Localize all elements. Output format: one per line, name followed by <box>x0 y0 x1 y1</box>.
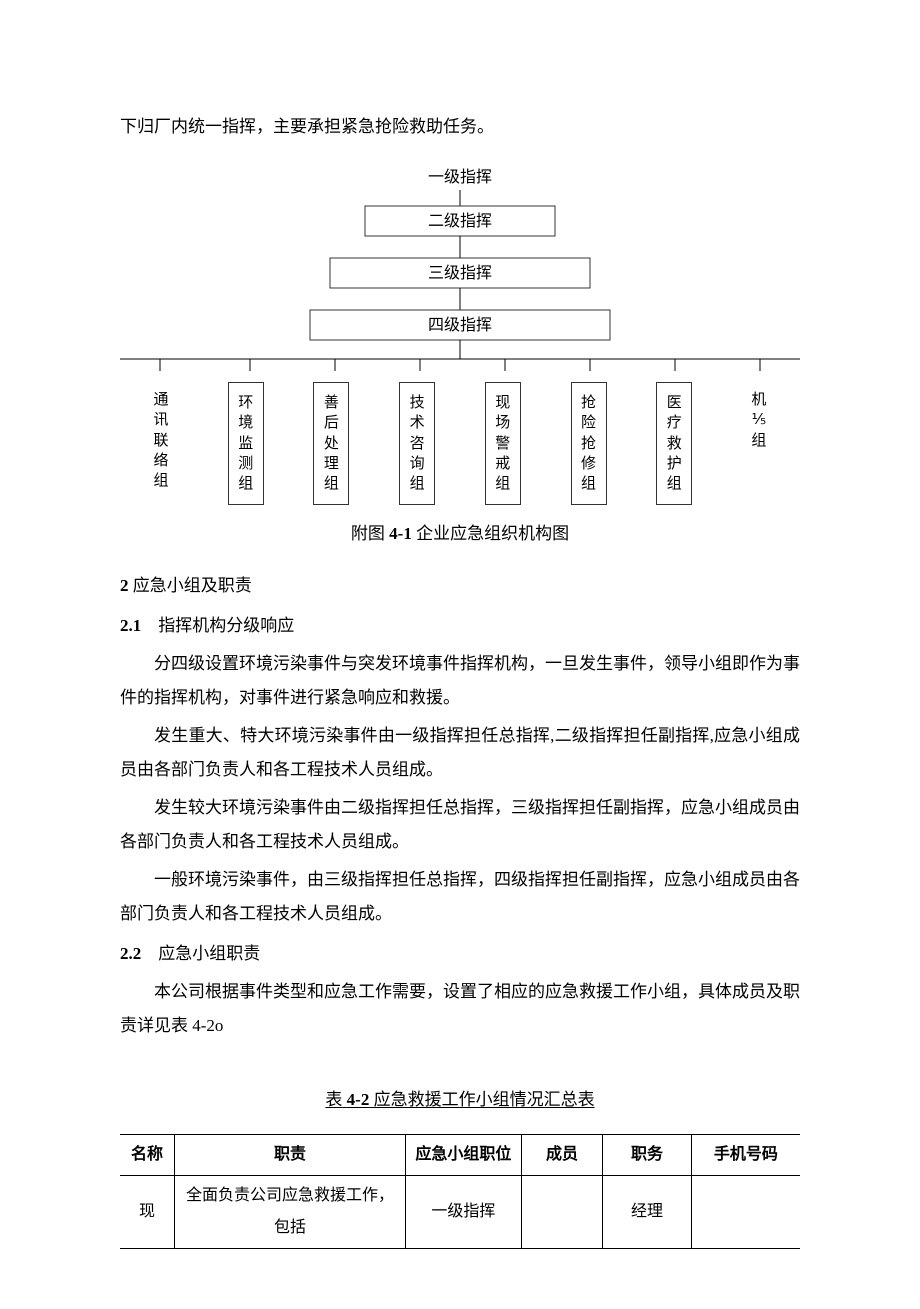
section-2-heading: 2 应急小组及职责 <box>120 569 800 603</box>
section-2-1-number: 2.1 <box>120 616 141 635</box>
level1-label: 一级指挥 <box>428 168 492 186</box>
section-2-1-p1: 分四级设置环境污染事件与突发环境事件指挥机构，一旦发生事件，领导小组即作为事件的… <box>120 647 800 715</box>
table-cell: 全面负责公司应急救援工作，包括 <box>174 1176 405 1249</box>
section-2-1-title: 指挥机构分级响应 <box>158 616 294 635</box>
table-cell <box>521 1176 603 1249</box>
level4-label: 四级指挥 <box>428 316 492 334</box>
table-title-text: 应急救援工作小组情况汇总表 <box>374 1090 595 1109</box>
table-title-prefix: 表 <box>325 1090 342 1109</box>
section-2-2-title: 应急小组职责 <box>158 944 260 963</box>
org-chart-diagram: 一级指挥 二级指挥 三级指挥 四级指挥 <box>120 164 800 505</box>
group-box-3: 现场警戒组 <box>485 382 521 505</box>
caption-prefix: 附图 <box>351 524 385 543</box>
level2-label: 二级指挥 <box>428 212 492 230</box>
section-2-1-p4: 一般环境污染事件，由三级指挥担任总指挥，四级指挥担任副指挥，应急小组成员由各部门… <box>120 863 800 931</box>
section-2-1-p3: 发生较大环境污染事件由二级指挥担任总指挥，三级指挥担任副指挥，应急小组成员由各部… <box>120 791 800 859</box>
group-box-4: 抢险抢修组 <box>571 382 607 505</box>
document-page: 下归厂内统一指挥，主要承担紧急抢险救助任务。 一级指挥 二级指挥 三级指挥 四级… <box>0 0 920 1309</box>
org-chart-groups: 通讯联络组 环境监测组 善后处理组 技术咨询组 现场警戒组 抢险抢修组 医疗救护… <box>144 382 776 505</box>
table-cell <box>691 1176 800 1249</box>
table-header-cell: 职务 <box>603 1135 691 1176</box>
caption-number: 4-1 <box>389 524 412 543</box>
section-2-2-heading: 2.2 应急小组职责 <box>120 937 800 971</box>
group-box-5: 医疗救护组 <box>656 382 692 505</box>
table-header-row: 名称职责应急小组职位成员职务手机号码 <box>120 1135 800 1176</box>
section-2-number: 2 <box>120 576 129 595</box>
table-header-cell: 名称 <box>120 1135 174 1176</box>
group-unboxed-right: 机⅕组 <box>742 382 776 459</box>
group-box-0: 环境监测组 <box>228 382 264 505</box>
section-2-1-heading: 2.1 指挥机构分级响应 <box>120 609 800 643</box>
table-row: 现全面负责公司应急救援工作，包括一级指挥 经理 <box>120 1176 800 1249</box>
table-header-cell: 成员 <box>521 1135 603 1176</box>
section-2-2-p1: 本公司根据事件类型和应急工作需要，设置了相应的应急救援工作小组，具体成员及职责详… <box>120 975 800 1043</box>
table-header-cell: 手机号码 <box>691 1135 800 1176</box>
table-header-cell: 应急小组职位 <box>406 1135 522 1176</box>
section-2-2-number: 2.2 <box>120 944 141 963</box>
intro-paragraph: 下归厂内统一指挥，主要承担紧急抢险救助任务。 <box>120 110 800 144</box>
table-title: 表 4-2 应急救援工作小组情况汇总表 <box>120 1083 800 1117</box>
table-cell: 现 <box>120 1176 174 1249</box>
section-2-title: 应急小组及职责 <box>133 576 252 595</box>
level3-label: 三级指挥 <box>428 264 492 282</box>
table-cell: 一级指挥 <box>406 1176 522 1249</box>
group-unboxed-left: 通讯联络组 <box>144 382 178 499</box>
table-header-cell: 职责 <box>174 1135 405 1176</box>
group-box-1: 善后处理组 <box>313 382 349 505</box>
caption-text: 企业应急组织机构图 <box>416 524 569 543</box>
org-chart-svg: 一级指挥 二级指挥 三级指挥 四级指挥 <box>120 164 800 374</box>
group-box-2: 技术咨询组 <box>399 382 435 505</box>
table-cell: 经理 <box>603 1176 691 1249</box>
summary-table: 名称职责应急小组职位成员职务手机号码 现全面负责公司应急救援工作，包括一级指挥 经… <box>120 1134 800 1249</box>
diagram-caption: 附图 4-1 企业应急组织机构图 <box>120 517 800 551</box>
table-title-number: 4-2 <box>347 1090 370 1109</box>
section-2-1-p2: 发生重大、特大环境污染事件由一级指挥担任总指挥,二级指挥担任副指挥,应急小组成员… <box>120 719 800 787</box>
